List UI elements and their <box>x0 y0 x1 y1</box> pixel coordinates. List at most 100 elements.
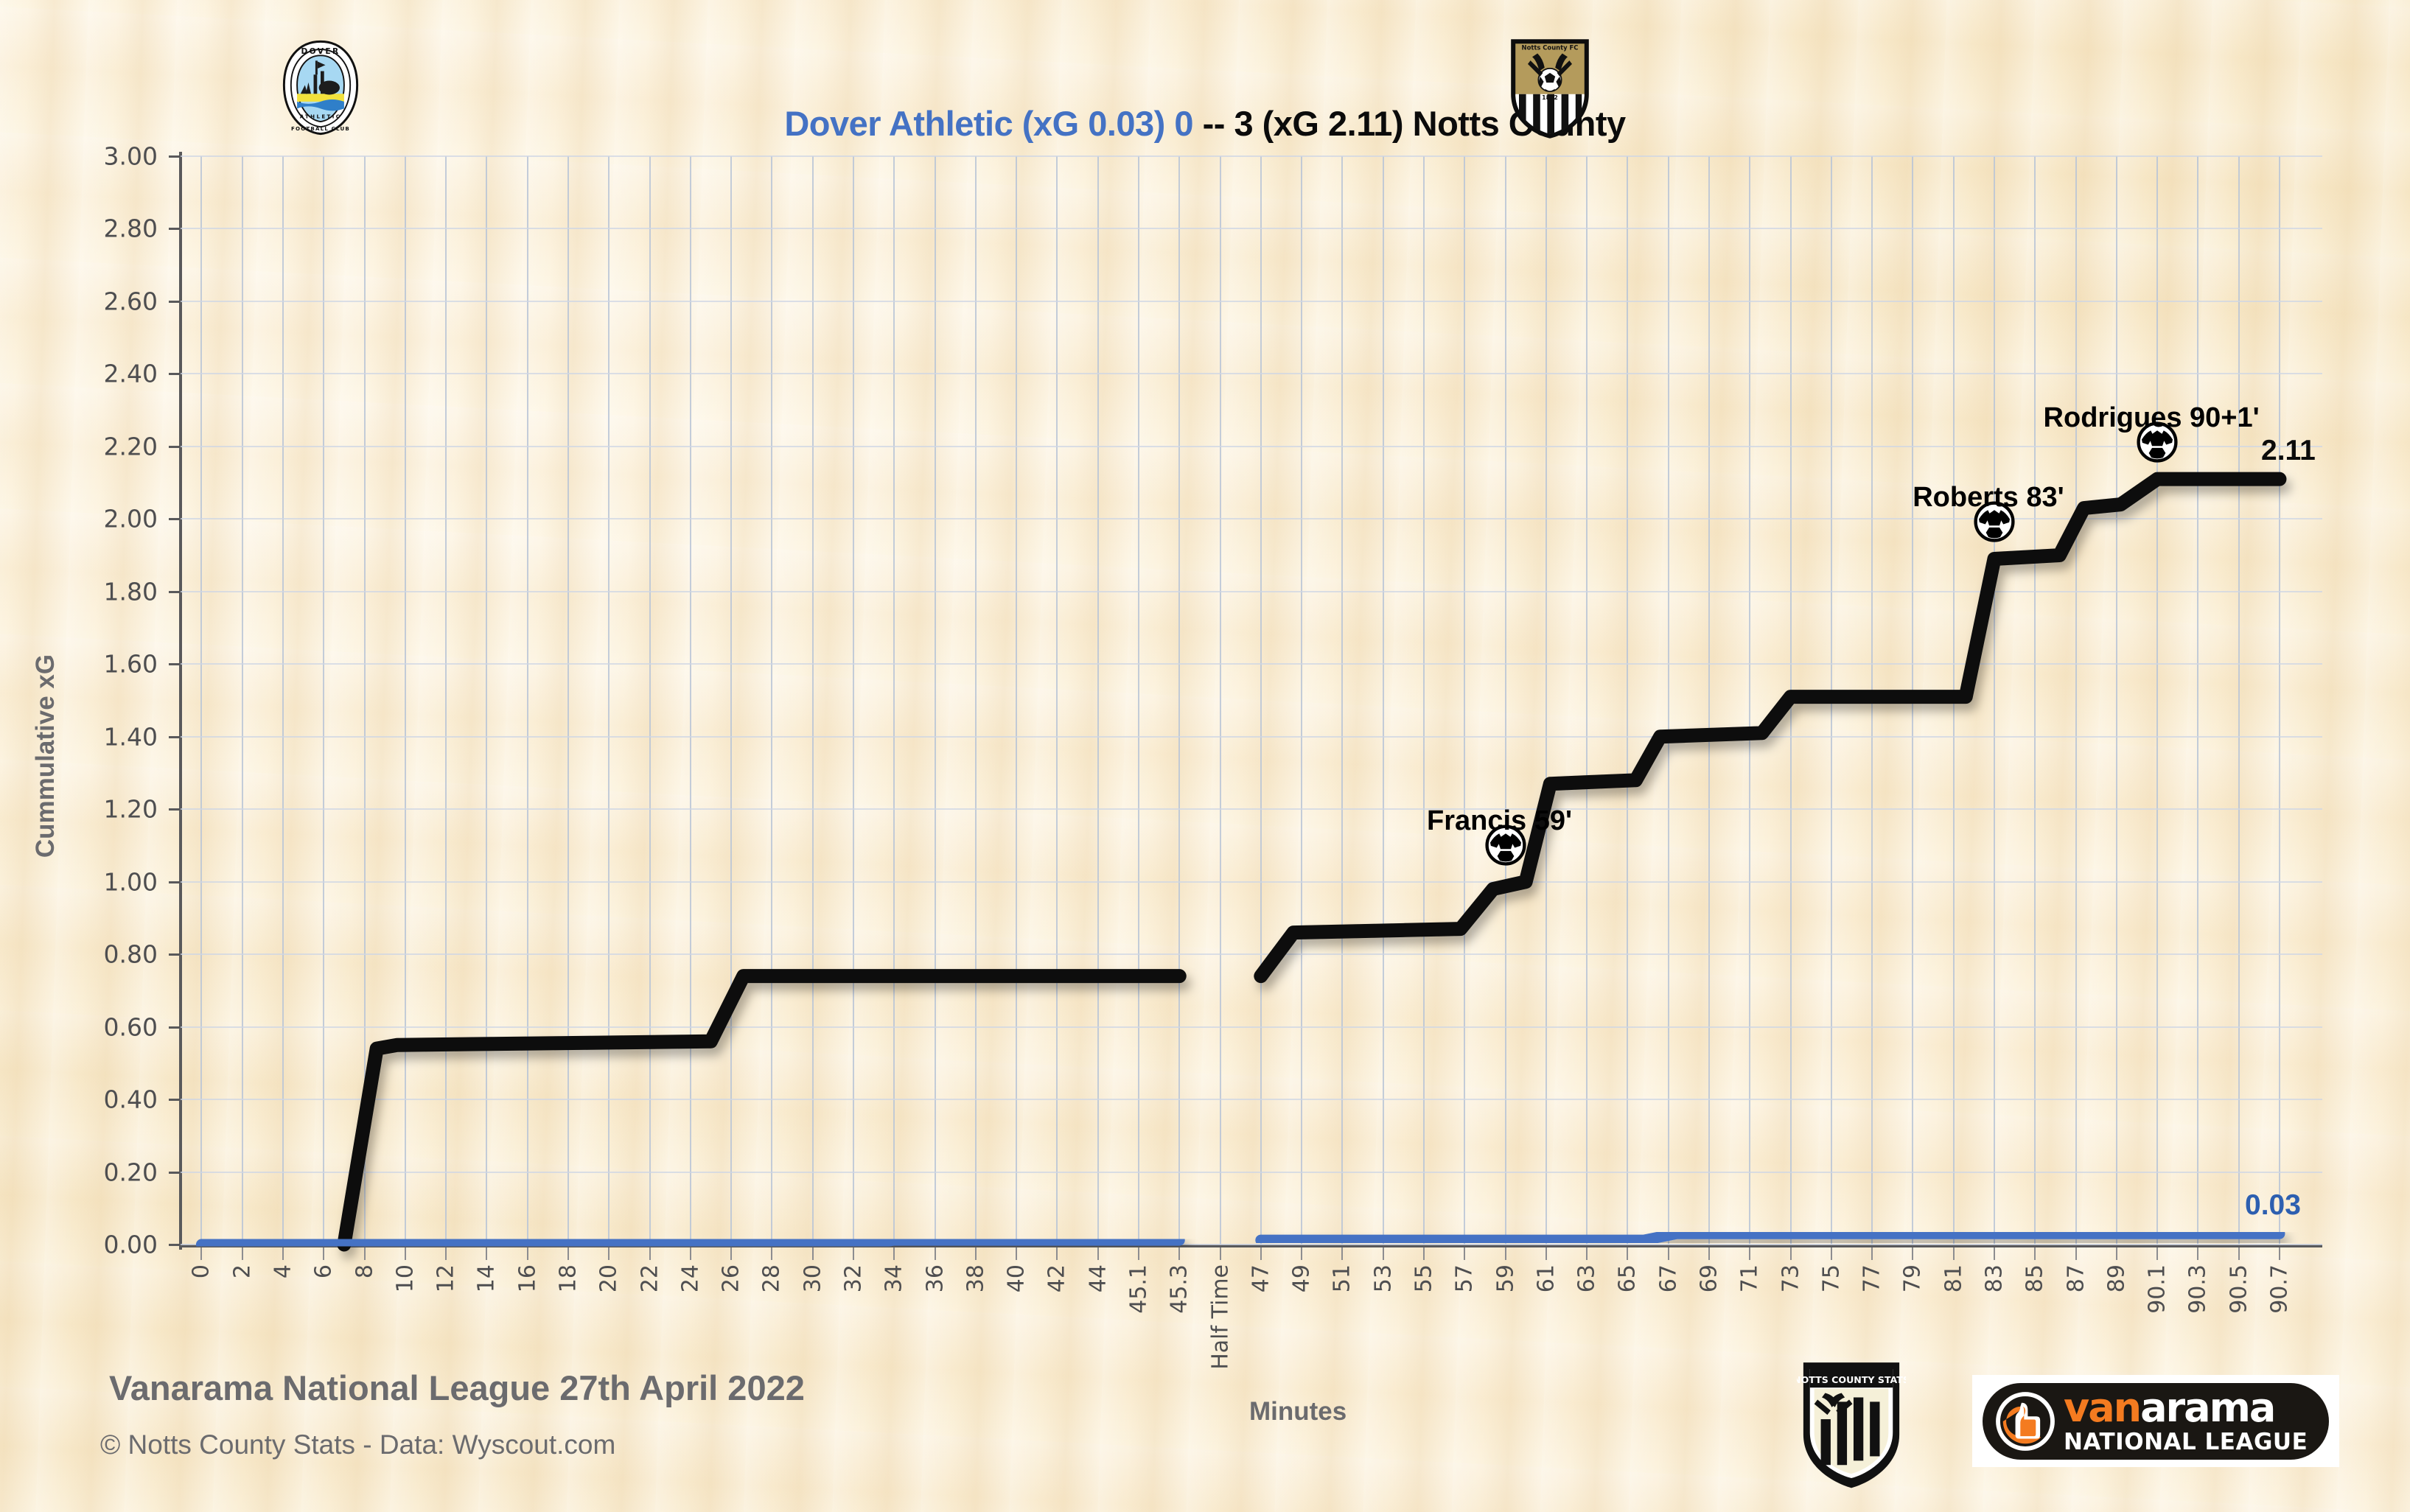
y-axis-tick <box>169 953 181 956</box>
x-axis-tick <box>1178 1247 1181 1260</box>
x-axis-tick <box>730 1247 733 1260</box>
gridline-vertical <box>771 156 773 1245</box>
gridline-vertical <box>649 156 651 1245</box>
gridline-vertical <box>2075 156 2077 1245</box>
y-axis-tick <box>169 518 181 521</box>
x-axis-tick <box>1219 1247 1221 1260</box>
y-axis-tick-label: 0.80 <box>103 939 158 969</box>
svg-text:DOVER: DOVER <box>301 46 340 56</box>
gridline-vertical <box>1301 156 1303 1245</box>
x-axis-tick <box>486 1247 488 1260</box>
goal-football-icon <box>1484 825 1526 866</box>
x-axis-tick <box>241 1247 243 1260</box>
y-axis-tick-label: 1.00 <box>103 867 158 897</box>
gridline-horizontal <box>179 155 2322 157</box>
y-axis-tick-label: 2.60 <box>103 287 158 316</box>
gridline-vertical <box>404 156 406 1245</box>
x-axis-tick-label: 83 <box>1981 1264 2008 1293</box>
y-axis-tick-label: 2.40 <box>103 359 158 388</box>
x-axis-tick <box>1993 1247 1995 1260</box>
x-axis-tick-label: 49 <box>1288 1264 1315 1293</box>
gridline-vertical <box>934 156 936 1245</box>
y-axis-tick-label: 2.80 <box>103 214 158 243</box>
x-axis-title: Minutes <box>1249 1397 1347 1426</box>
x-axis-tick <box>2075 1247 2077 1260</box>
x-axis-tick-label: 59 <box>1492 1264 1519 1293</box>
x-axis-tick <box>2034 1247 2036 1260</box>
x-axis-tick-label: 38 <box>963 1264 989 1293</box>
x-axis-tick <box>689 1247 691 1260</box>
y-axis-tick <box>169 808 181 811</box>
y-axis-tick-label: 1.60 <box>103 649 158 679</box>
y-axis-tick <box>169 373 181 376</box>
x-axis-tick-label: 89 <box>2103 1264 2130 1293</box>
x-axis-tick-label: 0 <box>188 1264 214 1279</box>
x-axis-tick-label: 77 <box>1859 1264 1885 1293</box>
x-axis-tick-label: 34 <box>881 1264 907 1293</box>
y-axis-tick-label: 3.00 <box>103 141 158 171</box>
gridline-horizontal <box>179 663 2322 665</box>
goal-scorer-label: Francis 59' <box>1427 805 1573 836</box>
x-axis-tick-label: 57 <box>1451 1264 1478 1293</box>
x-axis-tick <box>852 1247 854 1260</box>
ncs-badge-text: NOTTS COUNTY STATS <box>1797 1374 1906 1385</box>
y-axis-tick-label: 0.00 <box>103 1230 158 1259</box>
gridline-horizontal <box>179 1244 2322 1245</box>
gridline-horizontal <box>179 953 2322 956</box>
x-axis-tick-label: 79 <box>1899 1264 1926 1293</box>
gridline-horizontal <box>179 881 2322 883</box>
x-axis-tick-label: 71 <box>1736 1264 1763 1293</box>
goal-football-icon <box>1974 501 2015 543</box>
y-axis-tick <box>169 445 181 448</box>
x-axis-tick <box>771 1247 773 1260</box>
gridline-vertical <box>1667 156 1669 1245</box>
gridline-horizontal <box>179 808 2322 811</box>
x-axis-tick-label: 90.3 <box>2184 1264 2211 1314</box>
y-axis-tick <box>169 735 181 738</box>
gridline-vertical <box>526 156 528 1245</box>
y-axis-tick <box>169 881 181 883</box>
home-xg-line-first-half <box>195 1234 1185 1250</box>
x-axis-tick <box>2156 1247 2159 1260</box>
svg-text:FOOTBALL CLUB: FOOTBALL CLUB <box>291 125 350 132</box>
x-axis-line <box>179 1245 2322 1247</box>
x-axis-tick <box>526 1247 528 1260</box>
gridline-vertical <box>1993 156 1995 1245</box>
vanarama-van-text: van <box>2064 1385 2142 1431</box>
x-axis-tick <box>974 1247 977 1260</box>
x-axis-tick <box>2197 1247 2199 1260</box>
vanarama-thumbs-up-icon <box>1996 1391 2055 1451</box>
x-axis-tick-label: 45.3 <box>1166 1264 1192 1314</box>
gridline-horizontal <box>179 228 2322 230</box>
gridline-vertical <box>1097 156 1099 1245</box>
gridline-vertical <box>689 156 691 1245</box>
x-axis-tick-label: 40 <box>1003 1264 1030 1293</box>
gridline-vertical <box>2278 156 2280 1245</box>
gridline-vertical <box>1749 156 1751 1245</box>
x-axis-tick <box>445 1247 447 1260</box>
x-axis-tick <box>200 1247 203 1260</box>
x-axis-tick <box>1056 1247 1058 1260</box>
x-axis-tick <box>323 1247 325 1260</box>
x-axis-tick-label: 24 <box>677 1264 704 1293</box>
y-axis-tick <box>169 1099 181 1102</box>
gridline-vertical <box>200 156 203 1245</box>
y-axis-tick-label: 0.20 <box>103 1158 158 1187</box>
y-axis-title: Cummulative xG <box>31 654 60 858</box>
x-axis-tick-label: 18 <box>555 1264 581 1293</box>
gridline-horizontal <box>179 1026 2322 1028</box>
gridline-vertical <box>1260 156 1262 1245</box>
gridline-vertical <box>323 156 325 1245</box>
vanarama-national-league-logo: vanarama NATIONAL LEAGUE <box>1972 1375 2339 1467</box>
gridline-vertical <box>1219 156 1221 1245</box>
gridline-vertical <box>974 156 977 1245</box>
y-axis-tick <box>169 1026 181 1029</box>
x-axis-tick-label: 26 <box>718 1264 744 1293</box>
gridline-vertical <box>811 156 814 1245</box>
x-axis-tick <box>1789 1247 1792 1260</box>
goal-scorer-label: Roberts 83' <box>1913 482 2064 514</box>
x-axis-tick-label: 63 <box>1574 1264 1600 1293</box>
x-axis-tick <box>1016 1247 1018 1260</box>
x-axis-halftime-label: Half Time <box>1207 1264 1234 1370</box>
x-axis-tick <box>811 1247 814 1260</box>
